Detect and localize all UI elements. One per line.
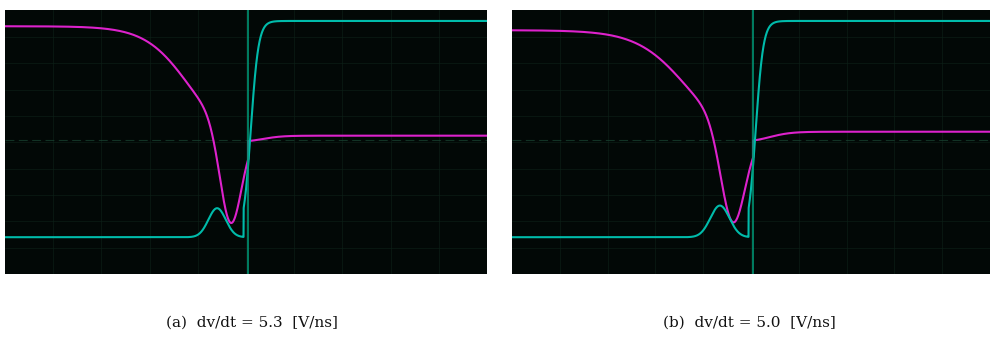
Text: (a)  dv/dt = 5.3  [V/ns]: (a) dv/dt = 5.3 [V/ns] xyxy=(166,316,337,330)
Text: (b)  dv/dt = 5.0  [V/ns]: (b) dv/dt = 5.0 [V/ns] xyxy=(662,316,835,330)
